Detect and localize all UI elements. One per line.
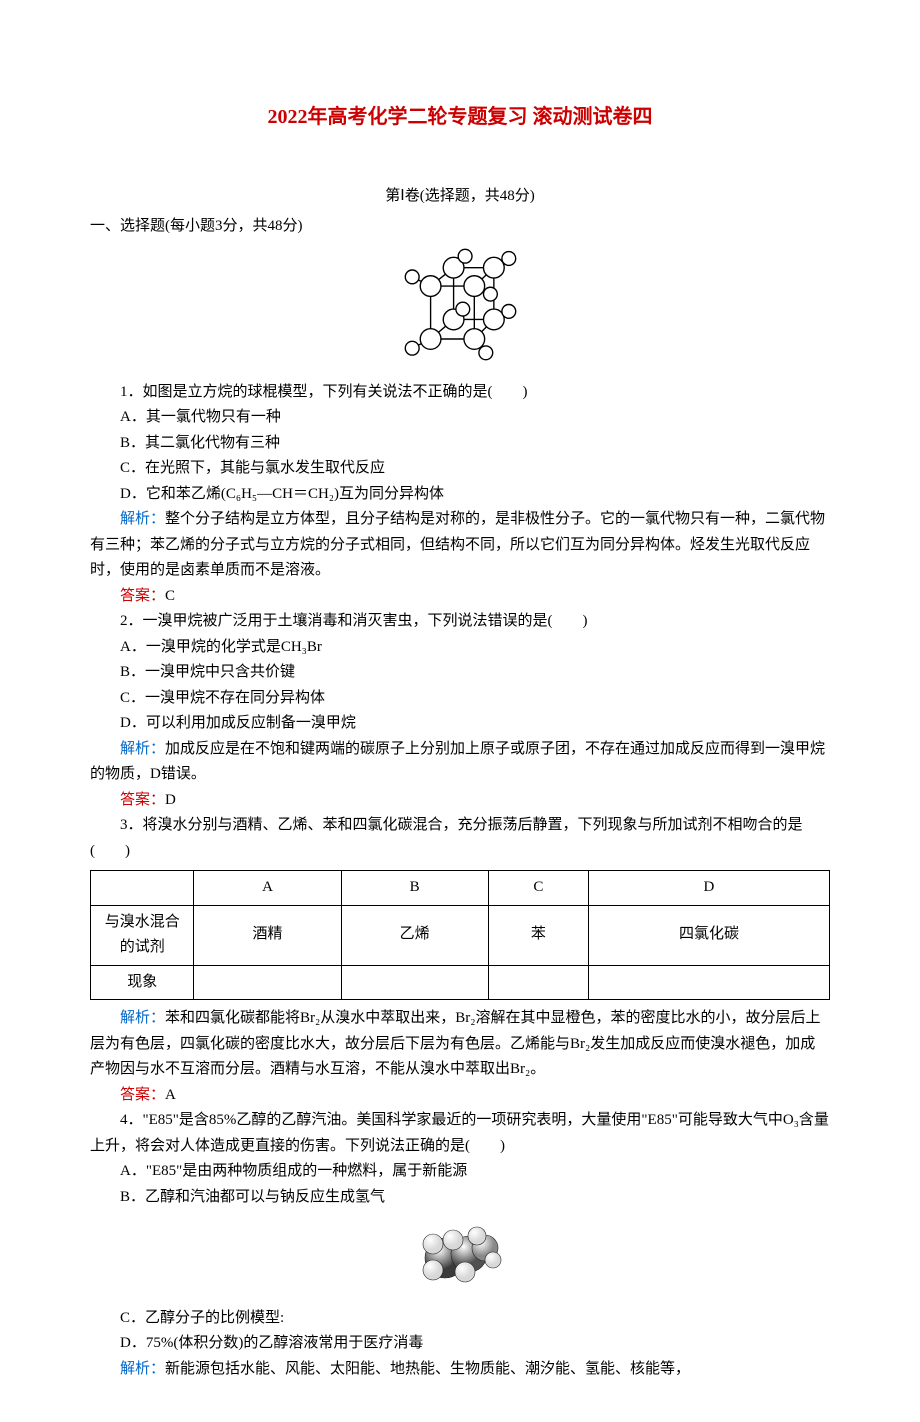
table-corner <box>91 871 194 906</box>
analysis-label: 解析： <box>120 741 165 757</box>
q3-table: A B C D 与溴水混合的试剂 酒精 乙烯 苯 四氯化碳 现象 <box>90 870 830 1000</box>
q1-answer: 答案：C <box>90 584 830 610</box>
table-cell <box>588 965 829 1000</box>
analysis-label: 解析： <box>120 1010 165 1026</box>
q3-analysis-text: 苯和四氯化碳都能将Br₂从溴水中萃取出来，Br₂溶解在其中显橙色，苯的密度比水的… <box>90 1010 820 1077</box>
q1-opt-a: A．其一氯代物只有一种 <box>90 405 830 431</box>
table-cell: 四氯化碳 <box>588 905 829 965</box>
table-cell <box>488 965 588 1000</box>
q1-analysis: 解析：整个分子结构是立方体型，且分子结构是对称的，是非极性分子。它的一氯代物只有… <box>90 507 830 584</box>
q2-opt-a: A．一溴甲烷的化学式是CH₃Br <box>90 635 830 661</box>
table-row: 现象 <box>91 965 830 1000</box>
q1-answer-text: C <box>165 588 175 604</box>
q1-stem: 1．如图是立方烷的球棍模型，下列有关说法不正确的是( ) <box>90 380 830 406</box>
table-row-label: 现象 <box>91 965 194 1000</box>
q4-analysis-text: 新能源包括水能、风能、太阳能、地热能、生物质能、潮汐能、氢能、核能等， <box>165 1361 690 1377</box>
table-row-label: 与溴水混合的试剂 <box>91 905 194 965</box>
table-row: A B C D <box>91 871 830 906</box>
q1-opt-c: C．在光照下，其能与氯水发生取代反应 <box>90 456 830 482</box>
ethanol-svg <box>415 1218 505 1288</box>
table-header-b: B <box>341 871 488 906</box>
table-header-a: A <box>194 871 341 906</box>
q1-analysis-text: 整个分子结构是立方体型，且分子结构是对称的，是非极性分子。它的一氯代物只有一种，… <box>90 511 825 578</box>
q2-analysis-text: 加成反应是在不饱和键两端的碳原子上分别加上原子或原子团，不存在通过加成反应而得到… <box>90 741 825 783</box>
answer-label: 答案： <box>120 1087 165 1103</box>
table-cell: 苯 <box>488 905 588 965</box>
q2-answer: 答案：D <box>90 788 830 814</box>
figure-ethanol-model <box>90 1218 830 1298</box>
q4-opt-b: B．乙醇和汽油都可以与钠反应生成氢气 <box>90 1185 830 1211</box>
table-header-c: C <box>488 871 588 906</box>
q4-opt-d: D．75%(体积分数)的乙醇溶液常用于医疗消毒 <box>90 1331 830 1357</box>
q3-stem: 3．将溴水分别与酒精、乙烯、苯和四氯化碳混合，充分振荡后静置，下列现象与所加试剂… <box>90 813 830 864</box>
q4-analysis: 解析：新能源包括水能、风能、太阳能、地热能、生物质能、潮汐能、氢能、核能等， <box>90 1357 830 1383</box>
q2-analysis: 解析：加成反应是在不饱和键两端的碳原子上分别加上原子或原子团，不存在通过加成反应… <box>90 737 830 788</box>
table-cell: 酒精 <box>194 905 341 965</box>
section-header: 第Ⅰ卷(选择题，共48分) <box>90 184 830 210</box>
table-header-d: D <box>588 871 829 906</box>
q2-opt-d: D．可以利用加成反应制备一溴甲烷 <box>90 711 830 737</box>
cubane-svg <box>393 247 528 362</box>
answer-label: 答案： <box>120 792 165 808</box>
page-title: 2022年高考化学二轮专题复习 滚动测试卷四 <box>90 100 830 134</box>
q2-stem: 2．一溴甲烷被广泛用于土壤消毒和消灭害虫，下列说法错误的是( ) <box>90 609 830 635</box>
table-cell <box>194 965 341 1000</box>
answer-label: 答案： <box>120 588 165 604</box>
table-row: 与溴水混合的试剂 酒精 乙烯 苯 四氯化碳 <box>91 905 830 965</box>
q4-opt-a: A．"E85"是由两种物质组成的一种燃料，属于新能源 <box>90 1159 830 1185</box>
q2-answer-text: D <box>165 792 176 808</box>
q1-opt-b: B．其二氯化代物有三种 <box>90 431 830 457</box>
q1-opt-d: D．它和苯乙烯(C₆H₅—CH＝CH₂)互为同分异构体 <box>90 482 830 508</box>
subsection-header: 一、选择题(每小题3分，共48分) <box>90 214 830 240</box>
q2-opt-c: C．一溴甲烷不存在同分异构体 <box>90 686 830 712</box>
q3-answer-text: A <box>165 1087 176 1103</box>
q4-stem: 4．"E85"是含85%乙醇的乙醇汽油。美国科学家最近的一项研究表明，大量使用"… <box>90 1108 830 1159</box>
q3-analysis: 解析：苯和四氯化碳都能将Br₂从溴水中萃取出来，Br₂溶解在其中显橙色，苯的密度… <box>90 1006 830 1083</box>
analysis-label: 解析： <box>120 511 165 527</box>
q3-answer: 答案：A <box>90 1083 830 1109</box>
table-cell <box>341 965 488 1000</box>
figure-cubane-model <box>90 247 830 372</box>
q4-opt-c: C．乙醇分子的比例模型: <box>90 1306 830 1332</box>
q2-opt-b: B．一溴甲烷中只含共价键 <box>90 660 830 686</box>
table-cell: 乙烯 <box>341 905 488 965</box>
analysis-label: 解析： <box>120 1361 165 1377</box>
